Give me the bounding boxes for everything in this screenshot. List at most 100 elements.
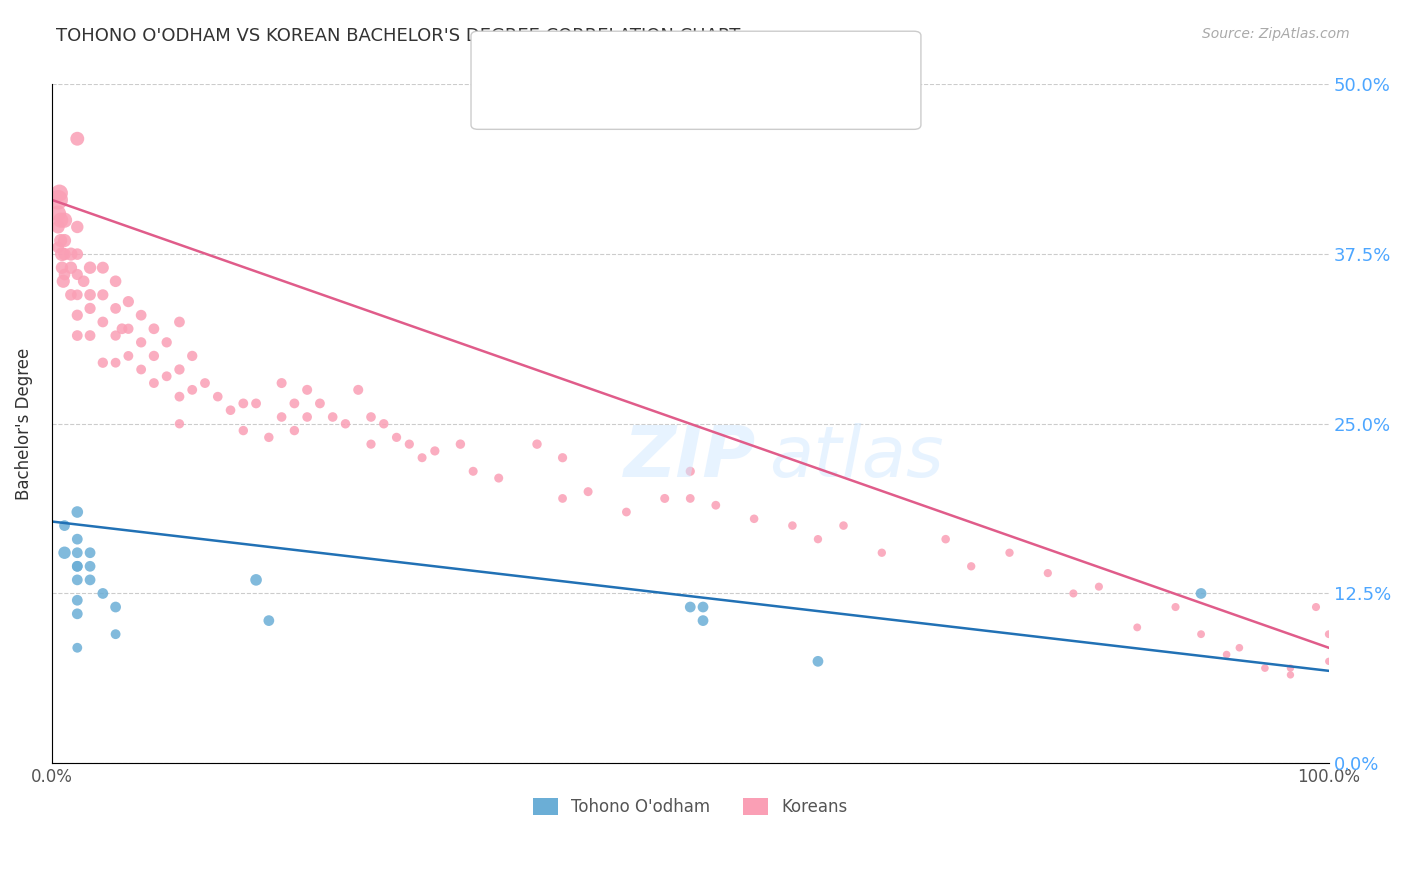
Point bbox=[46, 240, 69, 254]
Point bbox=[79, 559, 101, 574]
Point bbox=[807, 532, 830, 546]
Point bbox=[117, 294, 139, 309]
Legend: Tohono O'odham, Koreans: Tohono O'odham, Koreans bbox=[526, 791, 855, 822]
Point bbox=[46, 193, 69, 207]
Point bbox=[59, 260, 82, 275]
Point bbox=[117, 322, 139, 336]
Point bbox=[232, 396, 254, 410]
Point bbox=[1036, 566, 1059, 580]
Point bbox=[142, 349, 165, 363]
Point bbox=[870, 546, 893, 560]
Point bbox=[169, 390, 191, 404]
Point bbox=[66, 559, 89, 574]
Point bbox=[53, 518, 76, 533]
Point bbox=[257, 614, 280, 628]
Point bbox=[156, 369, 179, 384]
Point bbox=[104, 600, 127, 615]
Point bbox=[679, 491, 702, 506]
Point bbox=[1126, 620, 1149, 634]
Point bbox=[960, 559, 983, 574]
Point bbox=[117, 349, 139, 363]
Point bbox=[1189, 586, 1212, 600]
Point bbox=[679, 600, 702, 615]
Point bbox=[283, 424, 305, 438]
Point bbox=[360, 437, 382, 451]
Text: TOHONO O'ODHAM VS KOREAN BACHELOR'S DEGREE CORRELATION CHART: TOHONO O'ODHAM VS KOREAN BACHELOR'S DEGR… bbox=[56, 27, 741, 45]
Y-axis label: Bachelor's Degree: Bachelor's Degree bbox=[15, 348, 32, 500]
Point bbox=[66, 505, 89, 519]
Point bbox=[360, 409, 382, 424]
Point bbox=[935, 532, 957, 546]
Point bbox=[807, 654, 830, 668]
Point bbox=[270, 376, 292, 390]
Point bbox=[66, 132, 89, 146]
Text: N =: N = bbox=[647, 89, 695, 107]
Point bbox=[104, 627, 127, 641]
Point bbox=[219, 403, 242, 417]
Point bbox=[59, 247, 82, 261]
Point bbox=[576, 484, 599, 499]
Point bbox=[832, 518, 855, 533]
Point bbox=[104, 356, 127, 370]
Point bbox=[66, 559, 89, 574]
Point bbox=[347, 383, 370, 397]
Point bbox=[79, 573, 101, 587]
Point bbox=[257, 430, 280, 444]
Point bbox=[704, 498, 727, 512]
Point bbox=[283, 396, 305, 410]
Text: 24: 24 bbox=[717, 58, 741, 76]
Point bbox=[53, 234, 76, 248]
Text: N =: N = bbox=[647, 58, 695, 76]
Point bbox=[66, 328, 89, 343]
Point bbox=[616, 505, 638, 519]
Point bbox=[1317, 627, 1340, 641]
Point bbox=[66, 573, 89, 587]
Point bbox=[295, 409, 318, 424]
Point bbox=[111, 322, 134, 336]
Point bbox=[692, 614, 714, 628]
Point bbox=[526, 437, 548, 451]
Point bbox=[654, 491, 676, 506]
Point bbox=[79, 260, 101, 275]
Text: atlas: atlas bbox=[769, 423, 943, 492]
Point bbox=[463, 464, 485, 478]
Point bbox=[1279, 668, 1302, 682]
Point bbox=[679, 464, 702, 478]
Point bbox=[91, 288, 114, 302]
Point bbox=[169, 362, 191, 376]
Point bbox=[742, 512, 765, 526]
Point bbox=[449, 437, 471, 451]
Point bbox=[181, 349, 204, 363]
Point bbox=[91, 315, 114, 329]
Point bbox=[66, 308, 89, 322]
Text: 113: 113 bbox=[717, 89, 752, 107]
Point bbox=[53, 247, 76, 261]
Point bbox=[1164, 600, 1187, 615]
Point bbox=[385, 430, 408, 444]
Point bbox=[142, 322, 165, 336]
Point bbox=[169, 417, 191, 431]
Point bbox=[194, 376, 217, 390]
Point bbox=[66, 247, 89, 261]
Text: -0.343: -0.343 bbox=[562, 58, 621, 76]
Point bbox=[998, 546, 1021, 560]
Text: -0.735: -0.735 bbox=[562, 89, 621, 107]
Point bbox=[1317, 654, 1340, 668]
Point bbox=[79, 546, 101, 560]
Point bbox=[335, 417, 357, 431]
Point bbox=[53, 213, 76, 227]
Point bbox=[1189, 627, 1212, 641]
Point bbox=[232, 424, 254, 438]
Point bbox=[692, 600, 714, 615]
Point bbox=[46, 206, 69, 220]
Text: R =: R = bbox=[520, 58, 557, 76]
Point bbox=[48, 186, 70, 200]
Point bbox=[270, 409, 292, 424]
Point bbox=[53, 268, 76, 282]
Point bbox=[398, 437, 420, 451]
Text: ■: ■ bbox=[485, 88, 503, 108]
Point bbox=[66, 532, 89, 546]
Point bbox=[66, 219, 89, 234]
Point bbox=[551, 491, 574, 506]
Point bbox=[73, 274, 96, 288]
